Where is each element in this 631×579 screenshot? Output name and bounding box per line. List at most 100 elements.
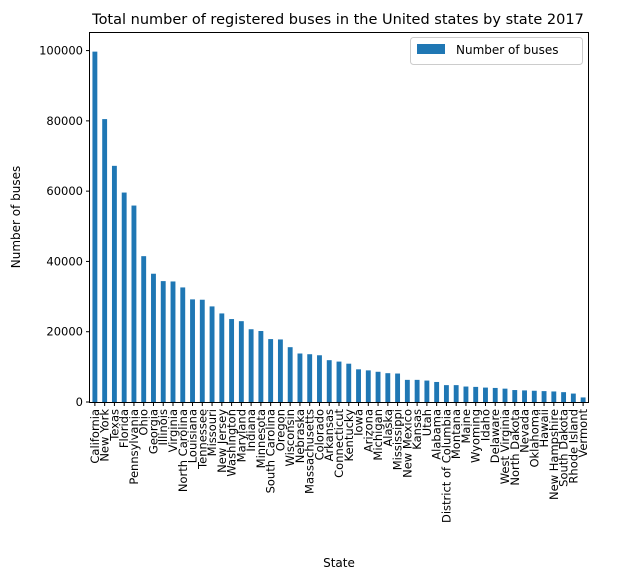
bar: [414, 379, 420, 402]
bar: [151, 273, 156, 402]
x-tick-label: Minnesota: [254, 409, 268, 468]
bar: [473, 386, 479, 402]
x-tick-label: Florida: [117, 409, 131, 448]
x-tick-label: South Dakota: [557, 409, 571, 487]
bar: [570, 393, 576, 402]
bar: [248, 329, 254, 402]
bar: [268, 339, 274, 402]
legend: Number of buses: [410, 37, 583, 65]
x-tick-label: Massachusetts: [303, 409, 317, 494]
x-tick-label: Montana: [449, 409, 463, 459]
bar: [131, 205, 137, 402]
bar: [199, 299, 205, 402]
bar: [551, 391, 557, 402]
y-tick-label: 40000: [46, 254, 83, 268]
x-tick-label: North Carolina: [176, 409, 190, 492]
y-tick-label: 20000: [46, 325, 83, 339]
bar: [317, 355, 322, 402]
bar: [512, 390, 518, 402]
bar: [541, 391, 547, 402]
x-tick-label: Rhode Island: [566, 409, 580, 484]
bar: [209, 306, 215, 402]
bar: [307, 354, 313, 402]
x-tick-label: Idaho: [478, 409, 492, 441]
x-tick-label: Alaska: [381, 409, 395, 447]
x-tick-label: Vermont: [576, 409, 590, 458]
bar: [443, 385, 449, 402]
bar: [580, 397, 586, 402]
bar: [561, 392, 567, 402]
x-tick-label: Nevada: [518, 409, 532, 453]
bar: [346, 363, 352, 402]
x-tick-label: Utah: [420, 409, 434, 436]
legend-frame: [410, 37, 583, 65]
y-tick-label: 0: [76, 395, 83, 409]
x-tick-label: Louisiana: [186, 409, 200, 463]
bar: [531, 390, 537, 402]
x-tick-label: Indiana: [244, 409, 258, 452]
y-tick-label: 100000: [39, 44, 83, 58]
x-tick-label: New Mexico: [400, 409, 414, 478]
x-tick-label: North Dakota: [508, 409, 522, 486]
y-tick-label: 80000: [46, 114, 83, 128]
bar: [160, 281, 166, 402]
x-tick-label: Ohio: [137, 409, 151, 436]
bar: [170, 281, 176, 402]
bar: [395, 373, 401, 402]
bar: [385, 373, 391, 402]
x-tick-label: Iowa: [352, 409, 366, 436]
bar: [356, 369, 361, 402]
bar: [453, 385, 459, 402]
bar: [287, 347, 293, 402]
legend-swatch: [417, 44, 445, 54]
x-axis-label: State: [323, 556, 355, 570]
bar: [434, 381, 440, 402]
bar: [375, 371, 381, 402]
bar: [492, 387, 498, 402]
x-tick-label: New Jersey: [215, 409, 229, 473]
x-tick-label: Kentucky: [342, 409, 356, 462]
bar: [424, 380, 430, 402]
x-tick-label: New Hampshire: [547, 409, 561, 500]
x-tick-label: Mississippi: [391, 409, 405, 470]
bar: [277, 339, 283, 402]
x-tick-label: Alabama: [430, 409, 444, 460]
x-tick-label: Hawaii: [537, 409, 551, 448]
bar: [522, 390, 527, 402]
y-tick-label: 60000: [46, 184, 83, 198]
y-axis: 0 20000 40000 60000 80000 100000: [39, 44, 90, 409]
bar: [297, 353, 303, 402]
bar: [463, 386, 469, 402]
bar: [483, 387, 488, 402]
legend-label: Number of buses: [456, 43, 559, 57]
x-tick-label: Michigan: [371, 409, 385, 461]
x-tick-label: Washington: [225, 409, 239, 477]
bars: [92, 51, 586, 402]
x-tick-label: Maine: [459, 409, 473, 444]
x-tick-label: Georgia: [146, 409, 160, 454]
y-axis-label: Number of buses: [9, 166, 23, 269]
bar: [111, 165, 117, 402]
x-tick-label: District of Columbia: [439, 409, 453, 523]
x-tick-label: Oregon: [273, 409, 287, 451]
bar: [190, 299, 195, 402]
x-tick-label: Wisconsin: [283, 409, 297, 466]
bar: [404, 379, 410, 402]
x-tick-label: Missouri: [205, 409, 219, 456]
bar: [180, 287, 186, 402]
x-tick-label: Arizona: [361, 409, 375, 452]
x-tick-label: Kansas: [410, 409, 424, 450]
bar: [229, 319, 235, 402]
bar: [121, 192, 127, 402]
bar: [238, 321, 244, 402]
x-tick-label: Colorado: [312, 409, 326, 460]
x-tick-label: California: [88, 409, 102, 464]
bar: [219, 313, 225, 402]
x-tick-label: Delaware: [488, 409, 502, 463]
x-tick-label: Maryland: [234, 409, 248, 462]
bar: [258, 331, 264, 402]
bar: [502, 388, 508, 402]
x-tick-label: Illinois: [156, 409, 170, 446]
